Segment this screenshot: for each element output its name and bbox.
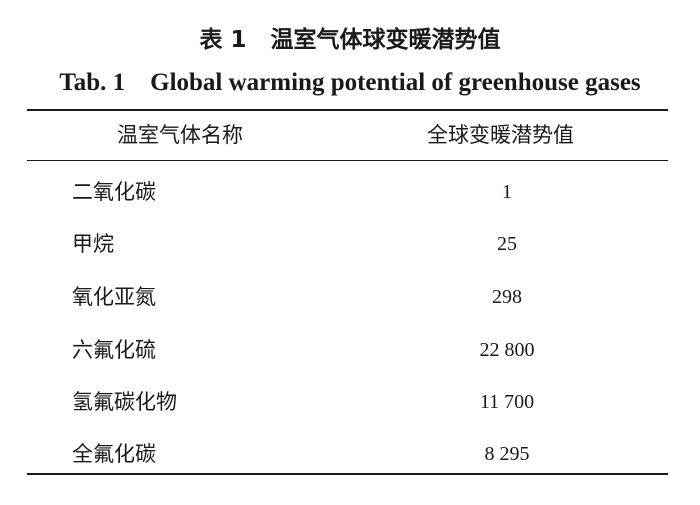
table-title-chinese: 表 1 温室气体球变暖潜势值: [199, 27, 501, 53]
table-row: 氧化亚氮 298: [27, 280, 668, 314]
table-row: 全氟化碳 8 295: [27, 437, 668, 471]
table-row: 氢氟碳化物 11 700: [27, 385, 668, 419]
gwp-value-cell: 11 700: [479, 391, 535, 413]
table-row: 甲烷 25: [27, 227, 668, 261]
gas-name-cell: 氧化亚氮: [72, 285, 156, 309]
gwp-value-cell: 22 800: [479, 339, 535, 361]
column-header-gas-name: 温室气体名称: [117, 123, 243, 147]
gwp-value-cell: 1: [502, 181, 512, 203]
gas-name-cell: 甲烷: [72, 232, 114, 256]
table-header-rule: [27, 160, 668, 161]
gwp-value-cell: 25: [497, 233, 517, 255]
gas-name-cell: 二氧化碳: [72, 180, 156, 204]
gwp-value-cell: 298: [492, 286, 522, 308]
gas-name-cell: 六氟化硫: [72, 338, 156, 362]
table-row: 六氟化硫 22 800: [27, 333, 668, 367]
table-top-rule: [27, 109, 668, 111]
table-bottom-rule: [27, 473, 668, 475]
table-header-row: 温室气体名称 全球变暖潜势值: [27, 118, 668, 152]
gas-name-cell: 氢氟碳化物: [72, 390, 177, 414]
gas-name-cell: 全氟化碳: [72, 442, 156, 466]
column-header-gwp: 全球变暖潜势值: [427, 123, 574, 147]
table-row: 二氧化碳 1: [27, 175, 668, 209]
table-title-english: Tab. 1 Global warming potential of green…: [59, 69, 641, 96]
gwp-value-cell: 8 295: [484, 443, 530, 465]
